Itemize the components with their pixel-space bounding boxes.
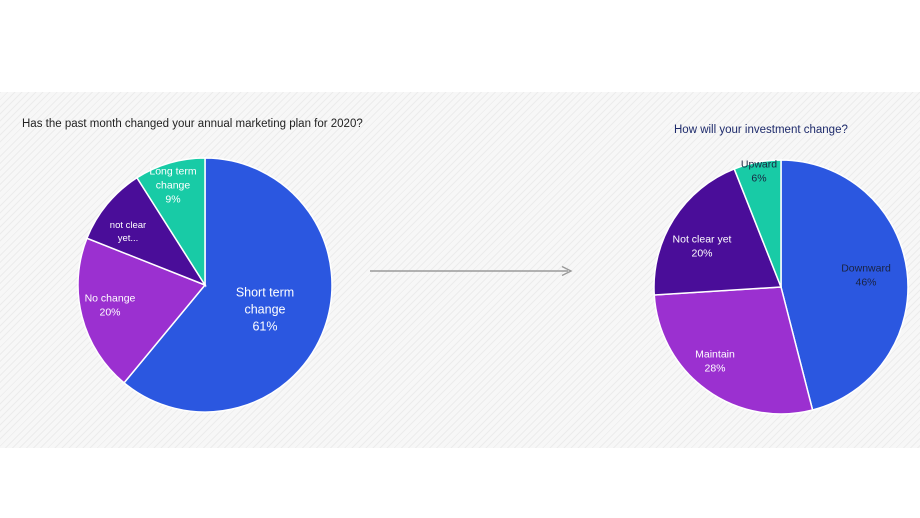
left-chart-title: Has the past month changed your annual m… <box>22 118 363 130</box>
left-slice-label-not-clear: not clear yet... <box>110 220 146 244</box>
right-slice-label-maintain: Maintain 28% <box>695 349 735 375</box>
right-pie-slice-not-clear-yet <box>653 167 783 296</box>
left-slice-label-no-change: No change 20% <box>85 293 136 319</box>
left-pie-slice-short-term <box>122 157 333 413</box>
right-pie-chart: Downward 46% Maintain 28% Not clear yet 20% Up… <box>653 159 909 415</box>
right-chart-title: How will your investment change? <box>674 124 848 136</box>
right-slice-label-downward: Downward 46% <box>841 263 891 289</box>
right-slice-label-upward: Upward 6% <box>741 159 777 185</box>
left-pie-slice-no-change <box>77 237 207 384</box>
right-arrow-icon <box>370 265 573 277</box>
right-pie-slice-downward <box>780 159 909 411</box>
right-pie-slice-maintain <box>653 286 814 415</box>
left-slice-label-long-term: Long term change 9% <box>149 166 197 206</box>
left-pie-slice-long-term <box>135 157 206 288</box>
left-pie-chart: Short term change 61% No change 20% not clear… <box>77 157 333 413</box>
right-pie-slice-upward <box>733 159 782 288</box>
right-slice-label-not-clear-yet: Not clear yet 20% <box>673 234 732 260</box>
left-slice-label-short-term: Short term change 61% <box>236 285 294 333</box>
left-pie-slice-not-clear <box>85 176 207 287</box>
